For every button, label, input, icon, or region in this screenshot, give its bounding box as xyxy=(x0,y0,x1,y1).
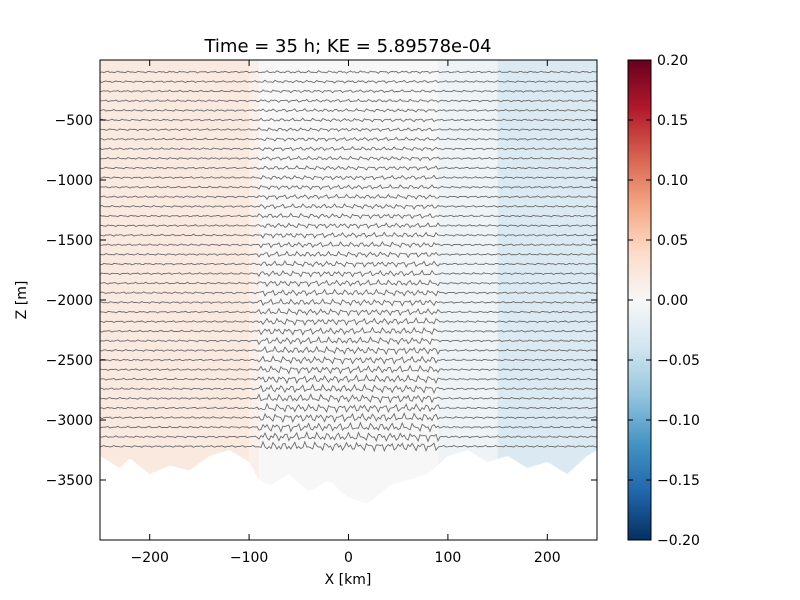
colorbar-tick-label: 0.05 xyxy=(657,233,688,249)
isopycnal-line xyxy=(100,260,597,268)
isopycnal-line xyxy=(100,165,597,171)
x-tick-label: 200 xyxy=(534,550,561,566)
isopycnal-line xyxy=(100,79,597,84)
isopycnal-line xyxy=(100,89,597,94)
isopycnal-line xyxy=(100,355,597,365)
y-tick-label: −2500 xyxy=(46,353,93,369)
y-tick-label: −3000 xyxy=(46,413,93,429)
x-tick-label: −200 xyxy=(130,550,168,566)
isopycnal-line xyxy=(100,155,597,162)
isopycnal-line xyxy=(100,383,597,395)
isopycnal-line xyxy=(100,317,597,327)
isopycnal-line xyxy=(100,184,597,191)
colorbar-ticks: 0.20 0.15 0.10 0.05 0.00 −0.05 −0.10 −0.15 −0.20 xyxy=(628,53,700,549)
isopycnal-line xyxy=(100,307,597,317)
x-tick-label: 100 xyxy=(435,550,462,566)
isopycnal-line xyxy=(100,136,597,142)
isopycnal-line xyxy=(100,250,597,259)
x-tick-label: 0 xyxy=(344,550,353,566)
isopycnal-line xyxy=(100,326,597,336)
isopycnal-line xyxy=(100,440,597,453)
colorbar-tick-label: 0.15 xyxy=(657,113,688,129)
colorbar-tick-label: 0.10 xyxy=(657,173,688,189)
y-tick-label: −2000 xyxy=(46,293,93,309)
x-axis-label: X [km] xyxy=(325,572,372,588)
colorbar-tick-label: 0.00 xyxy=(657,293,688,309)
isopycnal-line xyxy=(100,402,597,414)
y-tick-label: −500 xyxy=(55,113,93,129)
field-band xyxy=(497,60,597,474)
isopycnal-line xyxy=(100,174,597,181)
colorbar-tick-label: −0.10 xyxy=(657,413,700,429)
isopycnal-line xyxy=(100,241,597,249)
isopycnal-line xyxy=(100,98,597,104)
isopycnal-line xyxy=(100,374,597,385)
isopycnal-line xyxy=(100,288,597,297)
colorbar-tick-label: 0.20 xyxy=(657,53,688,69)
field-band xyxy=(100,60,250,474)
isopycnal-line xyxy=(100,203,597,210)
y-tick-label: −1000 xyxy=(46,173,93,189)
isopycnal-line xyxy=(100,108,597,113)
x-tick-label: −100 xyxy=(230,550,268,566)
isopycnal-line xyxy=(100,117,597,123)
x-axis: −200 −100 0 100 200 xyxy=(130,60,561,566)
y-axis: −500 −1000 −1500 −2000 −2500 −3000 −3500 xyxy=(46,113,597,489)
plot-area xyxy=(99,59,598,541)
colorbar: 0.20 0.15 0.10 0.05 0.00 −0.05 −0.10 −0.15 −0.20 xyxy=(627,53,700,549)
colorbar-tick-label: −0.15 xyxy=(657,473,700,489)
field-band xyxy=(259,60,438,504)
y-tick-label: −3500 xyxy=(46,473,93,489)
isopycnal-line xyxy=(100,70,597,74)
isopycnal-line xyxy=(100,146,597,152)
isopycnal-line xyxy=(100,364,597,375)
isopycnal-line xyxy=(100,421,597,433)
y-tick-label: −1500 xyxy=(46,233,93,249)
isopycnal-line xyxy=(100,279,597,288)
isopycnal-line xyxy=(100,336,597,346)
colorbar-gradient xyxy=(628,60,651,540)
colorbar-tick-label: −0.20 xyxy=(657,533,700,549)
isopycnal-contours xyxy=(100,70,597,453)
isopycnal-line xyxy=(100,345,597,356)
isopycnal-line xyxy=(100,212,597,220)
isopycnal-line xyxy=(100,127,597,133)
field-band xyxy=(437,60,498,465)
isopycnal-line xyxy=(100,298,597,307)
field-band xyxy=(249,60,260,480)
isopycnal-line xyxy=(100,231,597,239)
colorbar-tick-label: −0.05 xyxy=(657,353,700,369)
isopycnal-line xyxy=(100,430,597,443)
chart-title: Time = 35 h; KE = 5.89578e-04 xyxy=(203,36,491,57)
isopycnal-line xyxy=(100,193,597,200)
isopycnal-line xyxy=(100,393,597,404)
isopycnal-line xyxy=(100,269,597,278)
isopycnal-line xyxy=(100,222,597,230)
isopycnal-line xyxy=(100,411,597,424)
y-axis-label: Z [m] xyxy=(14,281,30,320)
velocity-field xyxy=(100,60,597,504)
